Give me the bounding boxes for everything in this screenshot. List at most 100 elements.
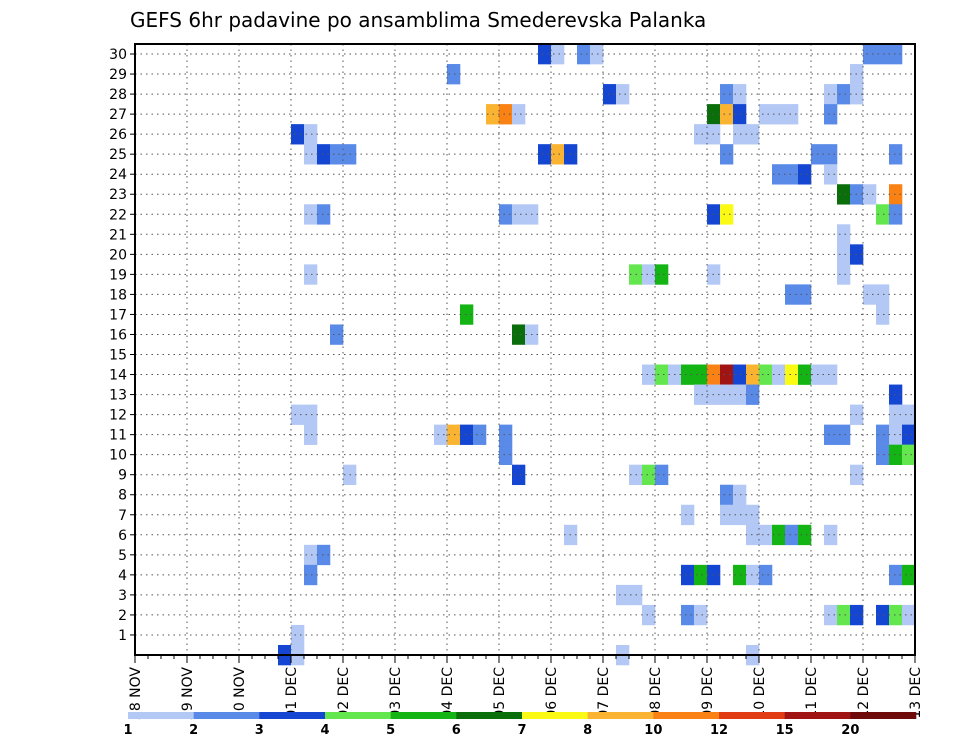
data-cell	[499, 424, 513, 445]
data-cell	[837, 424, 851, 445]
cells-layer	[278, 44, 916, 666]
data-cell	[330, 144, 344, 165]
x-tick-label: 03 DEC	[388, 667, 404, 719]
data-cell	[785, 164, 799, 185]
y-tick-label: 10	[109, 448, 127, 464]
data-cell	[681, 364, 695, 385]
x-tick-label: 07 DEC	[596, 667, 612, 719]
data-cell	[642, 364, 656, 385]
data-cell	[317, 144, 331, 165]
data-cell	[733, 364, 747, 385]
y-axis: 1234567891011121314151617181920212223242…	[109, 47, 135, 644]
data-cell	[473, 424, 487, 445]
x-tick-label: 10 DEC	[752, 667, 768, 719]
data-cell	[876, 444, 890, 465]
data-cell	[616, 584, 630, 606]
y-tick-label: 26	[109, 127, 127, 143]
data-cell	[798, 284, 812, 305]
data-cell	[460, 424, 474, 445]
x-tick-label: 30 NOV	[232, 667, 248, 721]
data-cell	[798, 364, 812, 385]
y-tick-label: 27	[109, 107, 127, 123]
data-cell	[863, 184, 877, 205]
data-cell	[837, 244, 851, 265]
colorbar-label: 3	[255, 723, 264, 738]
colorbar-label: 1	[123, 723, 132, 738]
x-tick-label: 09 DEC	[700, 667, 716, 719]
data-cell	[837, 224, 851, 245]
data-cell	[330, 324, 344, 345]
data-cell	[733, 504, 747, 526]
y-tick-label: 30	[109, 47, 127, 63]
data-cell	[837, 604, 851, 626]
data-cell	[616, 84, 630, 105]
data-cell	[694, 124, 708, 145]
data-cell	[512, 324, 526, 345]
y-tick-label: 22	[109, 207, 127, 223]
colorbar-label: 12	[710, 723, 728, 738]
data-cell	[824, 144, 838, 165]
data-cell	[798, 164, 812, 185]
y-tick-label: 2	[118, 608, 127, 624]
grid-layer	[135, 44, 915, 655]
data-cell	[655, 464, 669, 486]
colorbar-label: 15	[776, 723, 794, 738]
y-tick-label: 9	[118, 468, 127, 484]
data-cell	[876, 284, 890, 305]
colorbar-segment	[587, 712, 654, 719]
y-tick-label: 14	[109, 368, 127, 384]
x-tick-label: 28 NOV	[128, 667, 144, 721]
colorbar: 1 2 3 4 5 6 7 8 10 12 15 20	[123, 712, 917, 738]
data-cell	[876, 44, 890, 65]
data-cell	[499, 444, 513, 465]
y-tick-label: 29	[109, 67, 127, 83]
data-cell	[733, 124, 747, 145]
data-cell	[785, 284, 799, 305]
y-tick-label: 15	[109, 348, 127, 364]
data-cell	[837, 184, 851, 205]
data-cell	[603, 84, 617, 105]
data-cell	[824, 104, 838, 125]
data-cell	[655, 364, 669, 385]
data-cell	[720, 484, 734, 506]
data-cell	[876, 304, 890, 325]
data-cell	[733, 384, 747, 405]
data-cell	[694, 364, 708, 385]
data-cell	[720, 504, 734, 526]
data-cell	[759, 564, 773, 586]
data-cell	[590, 44, 604, 65]
data-cell	[889, 44, 903, 65]
data-cell	[538, 44, 552, 65]
data-cell	[733, 484, 747, 506]
data-cell	[902, 604, 916, 626]
colorbar-segment	[390, 712, 457, 719]
data-cell	[889, 424, 903, 445]
data-cell	[447, 64, 461, 85]
y-tick-label: 18	[109, 287, 127, 303]
data-cell	[746, 564, 760, 586]
colorbar-label: 4	[320, 723, 329, 738]
data-cell	[720, 84, 734, 105]
data-cell	[798, 524, 812, 546]
colorbar-segment	[784, 712, 851, 719]
data-cell	[824, 424, 838, 445]
data-cell	[304, 564, 318, 586]
data-cell	[746, 524, 760, 546]
colorbar-segment	[850, 712, 917, 719]
data-cell	[733, 104, 747, 125]
colorbar-segment	[456, 712, 523, 719]
data-cell	[655, 264, 669, 285]
data-cell	[304, 424, 318, 445]
plot-frame	[134, 43, 916, 656]
data-cell	[746, 364, 760, 385]
data-cell	[759, 364, 773, 385]
colorbar-label: 8	[583, 723, 592, 738]
data-cell	[304, 404, 318, 425]
data-cell	[642, 264, 656, 285]
colorbar-label: 6	[452, 723, 461, 738]
data-cell	[876, 604, 890, 626]
colorbar-label: 2	[189, 723, 198, 738]
y-tick-label: 19	[109, 267, 127, 283]
data-cell	[733, 564, 747, 586]
data-cell	[512, 204, 526, 225]
